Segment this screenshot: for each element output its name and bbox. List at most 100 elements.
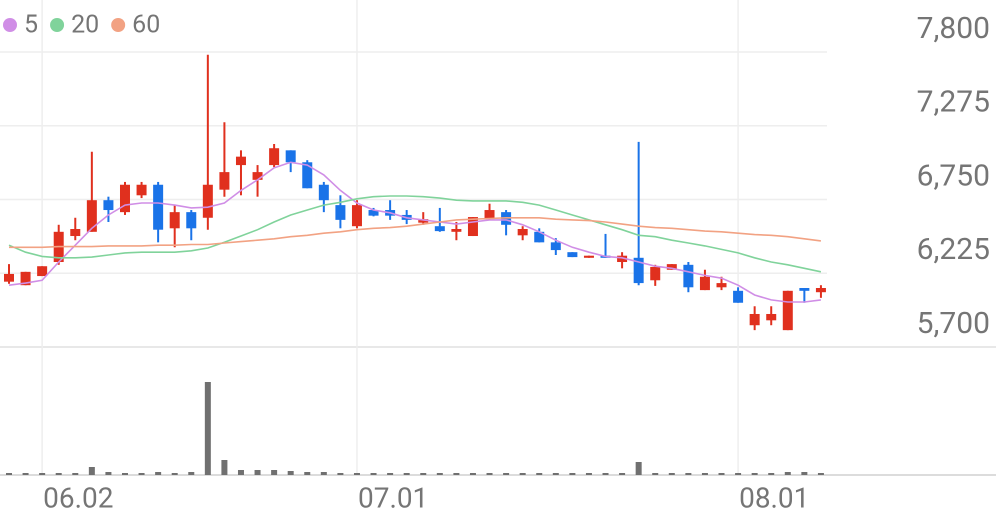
candle-body — [567, 252, 578, 258]
volume-bar — [436, 473, 443, 475]
volume-bar — [453, 473, 460, 475]
volume-bar — [585, 473, 592, 475]
volume-bar — [271, 470, 278, 475]
x-tick-label: 08.01 — [739, 481, 809, 514]
volume-bar — [420, 473, 427, 475]
candle-body — [633, 257, 644, 284]
candle-body — [782, 290, 793, 331]
candle-body — [4, 273, 14, 282]
legend-label: 60 — [132, 11, 160, 40]
candle-body — [716, 283, 727, 288]
volume-bar — [735, 473, 742, 475]
volume-bar — [320, 472, 327, 475]
candle-body — [37, 266, 48, 277]
candle-body — [766, 313, 777, 321]
candle-body — [617, 255, 628, 263]
volume-bar — [121, 473, 128, 475]
candle-body — [136, 184, 147, 196]
y-tick-label: 7,800 — [917, 11, 990, 46]
volume-bar — [254, 470, 261, 475]
candle-body — [20, 271, 31, 286]
volume-bar — [552, 473, 559, 475]
legend-dot — [50, 18, 65, 32]
candle-body — [815, 288, 826, 293]
volume-bar — [469, 473, 476, 475]
candle-body — [335, 205, 346, 220]
candle-body — [219, 172, 230, 190]
candle-body — [186, 212, 197, 229]
legend-label: 5 — [24, 11, 38, 40]
volume-bar — [55, 473, 62, 475]
candle-body — [235, 156, 246, 166]
volume-bar — [619, 473, 626, 475]
candle-body — [550, 242, 561, 251]
x-tick-label: 07.01 — [358, 481, 428, 514]
candle-body — [202, 184, 213, 218]
candle-body — [252, 172, 263, 180]
ma-line — [9, 217, 822, 249]
volume-bar — [635, 462, 642, 475]
volume-bar — [155, 472, 162, 475]
volume-bar — [304, 472, 311, 475]
candle-body — [269, 148, 280, 166]
candle-body — [749, 313, 760, 326]
candle-body — [285, 150, 296, 163]
candle-body — [368, 210, 379, 216]
volume-bar — [337, 473, 344, 475]
y-tick-label: 6,225 — [917, 232, 990, 267]
volume-bar — [701, 473, 708, 475]
volume-bar — [519, 473, 526, 475]
y-tick-label: 5,700 — [917, 306, 990, 341]
candle-body — [683, 264, 694, 288]
legend-dot — [111, 18, 126, 32]
volume-bar — [652, 473, 659, 475]
volume-bar — [403, 473, 410, 475]
legend-dot — [3, 18, 17, 32]
volume-bar — [237, 470, 244, 475]
volume-bar — [287, 471, 294, 475]
candle-body — [302, 162, 313, 189]
candle-body — [467, 217, 478, 237]
candle-body — [119, 184, 130, 213]
y-tick-label: 6,750 — [917, 158, 990, 193]
candle-body — [153, 184, 164, 230]
candle-body — [699, 276, 710, 291]
volume-bar — [751, 473, 758, 475]
candle-body — [534, 231, 545, 243]
volume-bar — [353, 473, 360, 475]
volume-bar — [88, 467, 95, 475]
ma-line — [8, 161, 822, 303]
volume-bar — [22, 473, 29, 475]
x-tick-label: 06.02 — [43, 481, 113, 514]
ma-line — [8, 195, 822, 273]
volume-bar — [503, 473, 510, 475]
volume-bar — [72, 473, 79, 475]
volume-bar — [39, 473, 46, 475]
volume-bar — [569, 473, 576, 475]
candle-body — [70, 229, 81, 237]
candle-body — [451, 229, 462, 232]
volume-bar — [602, 473, 609, 475]
volume-bar — [486, 473, 493, 475]
volume-bar — [221, 460, 228, 475]
candle-body — [103, 200, 114, 211]
volume-bar — [370, 473, 377, 475]
volume-bar — [387, 473, 394, 475]
volume-bar — [768, 473, 775, 475]
candle-body — [351, 205, 362, 227]
volume-bar — [536, 473, 543, 475]
volume-bar — [718, 473, 725, 475]
volume-bar — [801, 472, 808, 475]
candle-body — [86, 200, 97, 232]
candle-body — [169, 212, 180, 229]
volume-bar — [171, 473, 178, 475]
volume-bar — [204, 382, 211, 475]
volume-bar — [188, 472, 195, 475]
volume-bar — [685, 473, 692, 475]
candle-body — [583, 255, 594, 258]
volume-bar — [784, 472, 791, 475]
candle-body — [733, 290, 744, 303]
legend-label: 20 — [71, 11, 99, 40]
volume-bar — [138, 473, 145, 475]
